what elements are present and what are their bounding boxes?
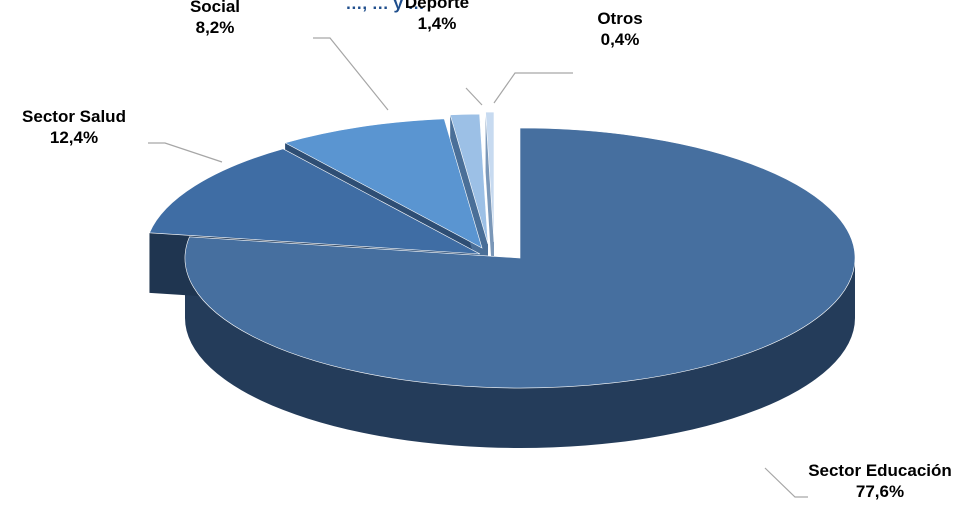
leader-line-0 bbox=[765, 468, 808, 497]
leader-line-1 bbox=[148, 143, 222, 162]
leader-line-2 bbox=[313, 38, 388, 110]
slice-label-4: Otros 0,4% bbox=[597, 9, 642, 49]
slice-label-line: Sector Educación bbox=[808, 461, 952, 480]
slice-label-line: Sector Salud bbox=[22, 107, 126, 126]
slice-percent: 8,2% bbox=[196, 18, 235, 37]
slice-percent: 12,4% bbox=[50, 128, 98, 147]
slice-label-1: Sector Salud 12,4% bbox=[22, 107, 126, 147]
slice-label-line: Deporte bbox=[405, 0, 469, 12]
slice-label-2: Sector IntegraciónSocial8,2% bbox=[140, 0, 289, 37]
leader-line-4 bbox=[494, 73, 573, 103]
slice-label-line: Social bbox=[190, 0, 240, 16]
slice-percent: 0,4% bbox=[601, 30, 640, 49]
leader-line-3 bbox=[466, 88, 482, 105]
slice-label-line: Otros bbox=[597, 9, 642, 28]
slice-percent: 77,6% bbox=[856, 482, 904, 501]
slice-label-0: Sector Educación 77,6% bbox=[808, 461, 952, 501]
slice-percent: 1,4% bbox=[418, 14, 457, 33]
